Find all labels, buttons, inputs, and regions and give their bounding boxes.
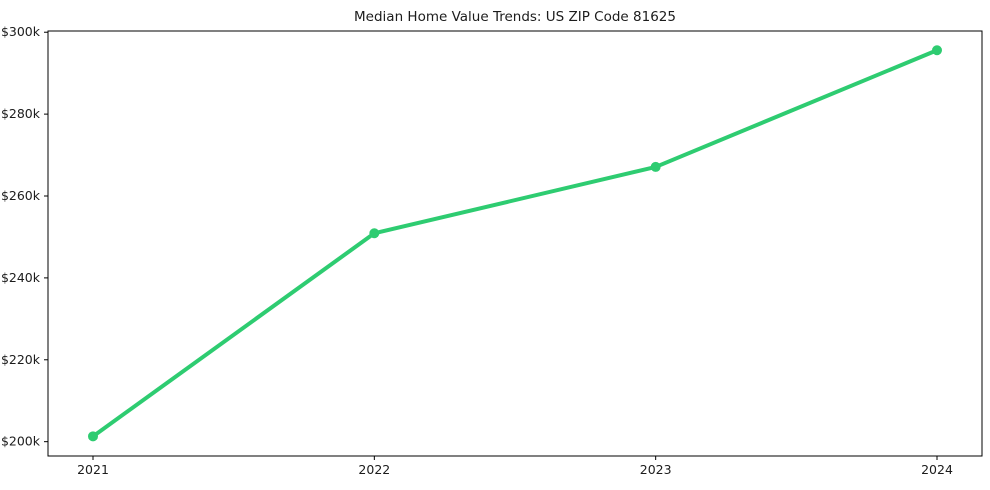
data-point-2024 (932, 45, 942, 56)
y-axis-tick-label: $300k (1, 24, 41, 39)
data-point-2021 (88, 431, 98, 442)
y-axis-tick-label: $220k (1, 352, 41, 367)
trend-line (91, 48, 939, 439)
x-axis-tick-label: 2023 (640, 462, 672, 477)
y-axis-tick-label: $280k (1, 106, 41, 121)
data-point-2022 (369, 228, 380, 239)
y-axis-tick-label: $200k (1, 434, 41, 449)
x-axis-tick-label: 2022 (358, 462, 390, 477)
plot-border (47, 30, 983, 457)
data-point-2023 (650, 161, 661, 172)
x-axis-tick-label: 2024 (921, 462, 953, 477)
chart-title: Median Home Value Trends: US ZIP Code 81… (354, 9, 676, 25)
y-axis-tick-label: $240k (1, 270, 41, 285)
plot-area: $200k $220k $240k $260k $280k $300k 2021 2022 20… (1, 24, 983, 477)
x-axis-tick-label: 2021 (77, 462, 109, 477)
y-axis-tick-label: $260k (1, 188, 41, 203)
